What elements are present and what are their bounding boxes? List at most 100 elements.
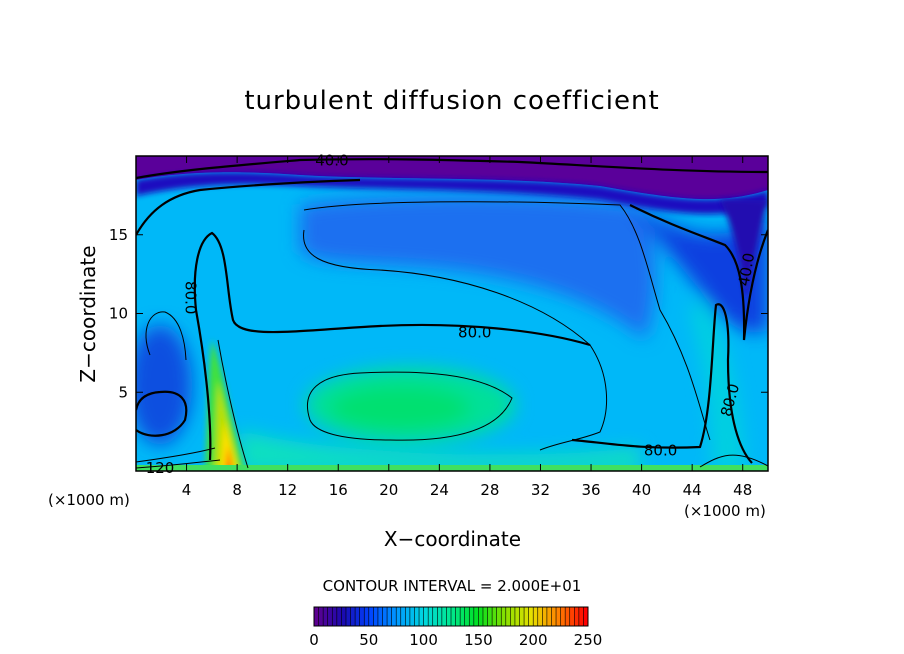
colorbar-swatch <box>437 607 443 626</box>
field-bottom-layer <box>136 465 768 471</box>
colorbar-swatch <box>478 607 484 626</box>
colorbar-frame <box>313 606 589 627</box>
colorbar-swatch <box>533 607 539 626</box>
contour-thin-bottom-right <box>699 454 768 468</box>
colorbar-swatch <box>583 607 589 626</box>
contour-40-right <box>629 204 768 341</box>
colorbar-swatch <box>405 607 411 626</box>
x-axis-units-left: (×1000 m) <box>48 491 130 509</box>
colorbar-swatch <box>345 607 351 626</box>
y-tick-label: 10 <box>109 305 128 323</box>
contour-label-text: 80.0 <box>458 323 491 341</box>
field-right-blue <box>630 205 768 333</box>
colorbar-swatch <box>414 607 420 626</box>
colorbar-tick-label: 150 <box>464 631 493 649</box>
colorbar-swatch <box>391 607 397 626</box>
plume-yellow-green <box>214 380 240 471</box>
colorbar-swatch <box>336 607 342 626</box>
colorbar-swatch <box>487 607 493 626</box>
plume-orange <box>225 445 233 471</box>
colorbar-swatch <box>409 607 415 626</box>
colorbar-swatch <box>368 607 374 626</box>
contour-thin-left <box>145 311 187 361</box>
contour-label: 120 <box>146 459 175 477</box>
x-tick-label: 28 <box>480 481 499 499</box>
colorbar-swatch <box>473 607 479 626</box>
x-axis-label: X−coordinate <box>383 527 522 551</box>
colorbar-swatch <box>341 607 347 626</box>
colorbar-swatch <box>318 607 324 626</box>
colorbar-swatch <box>537 607 543 626</box>
colorbar-swatch <box>350 607 356 626</box>
colorbar-swatch <box>387 607 393 626</box>
colorbar-swatch <box>419 607 424 626</box>
contour-label: 40.0 <box>315 152 348 170</box>
colorbar-swatch <box>355 607 361 626</box>
colorbar-swatch <box>441 607 447 626</box>
contour-label: 40.0 <box>735 251 759 287</box>
colorbar-tick-label: 50 <box>359 631 378 649</box>
y-tick-label: 5 <box>118 383 128 401</box>
colorbar: 0 50 100 150 200 250 <box>309 606 603 649</box>
contour-left-pocket <box>136 390 188 437</box>
colorbar-swatch <box>528 607 534 626</box>
x-tick-label: 4 <box>182 481 192 499</box>
colorbar-swatch <box>396 607 402 626</box>
colorbar-tick-label: 200 <box>519 631 548 649</box>
colorbar-tick-label: 100 <box>409 631 438 649</box>
contour-label: 80.0 <box>181 281 199 314</box>
field-upper-band <box>300 195 656 340</box>
x-tick-label: 20 <box>379 481 398 499</box>
x-tick-label: 48 <box>733 481 752 499</box>
contour-label-text: 80.0 <box>181 281 199 314</box>
colorbar-swatch <box>327 607 333 626</box>
colorbar-tick-label: 0 <box>309 631 319 649</box>
contour-label: 80.0 <box>458 323 491 341</box>
colorbar-swatch <box>505 607 511 626</box>
colorbar-swatch <box>373 607 379 626</box>
contour-thin-mid <box>303 229 608 451</box>
colorbar-swatch <box>501 607 507 626</box>
colorbar-swatch <box>574 607 580 626</box>
contour-40-top <box>136 158 768 180</box>
contour-80-right <box>571 303 753 464</box>
contour-40-top-left <box>136 178 361 236</box>
colorbar-swatch <box>560 607 566 626</box>
colorbar-swatch <box>524 607 530 626</box>
colorbar-swatch <box>551 607 557 626</box>
contour-interval-label: CONTOUR INTERVAL = 2.000E+01 <box>322 577 582 595</box>
x-tick-label: 16 <box>329 481 348 499</box>
field-hot-plume <box>205 340 245 471</box>
field-central-core-inner <box>330 386 470 430</box>
colorbar-swatch <box>556 607 561 626</box>
chart-title: turbulent diffusion coefficient <box>244 86 660 116</box>
x-tick-label: 36 <box>581 481 600 499</box>
colorbar-swatch <box>332 607 338 626</box>
field-regions <box>136 195 768 471</box>
colorbar-swatch <box>451 607 456 626</box>
colorbar-swatch <box>432 607 438 626</box>
colorbar-swatch <box>496 607 502 626</box>
colorbar-swatch <box>359 607 365 626</box>
colorbar-swatch <box>428 607 434 626</box>
contour-label-text: 40.0 <box>315 152 348 170</box>
field-right-strip <box>690 300 745 471</box>
y-ticks: 5 10 15 <box>109 226 768 401</box>
x-tick-label: 24 <box>430 481 449 499</box>
colorbar-swatch <box>482 607 488 626</box>
colorbar-swatch <box>323 607 329 626</box>
x-tick-label: 12 <box>278 481 297 499</box>
heatmap-field <box>136 156 768 471</box>
colorbar-swatch <box>400 607 406 626</box>
contour-80-main <box>193 231 591 461</box>
contour-label: 80.0 <box>644 442 677 460</box>
colorbar-swatch <box>382 607 388 626</box>
contour-label-text: 120 <box>146 459 175 477</box>
y-tick-label: 15 <box>109 226 128 244</box>
colorbar-tick-label: 250 <box>574 631 603 649</box>
contour-label-text: 80.0 <box>644 442 677 460</box>
field-lower-zone <box>240 430 640 471</box>
field-right-trough <box>720 200 768 300</box>
colorbar-swatch <box>492 607 498 626</box>
contour-lines <box>136 158 768 469</box>
